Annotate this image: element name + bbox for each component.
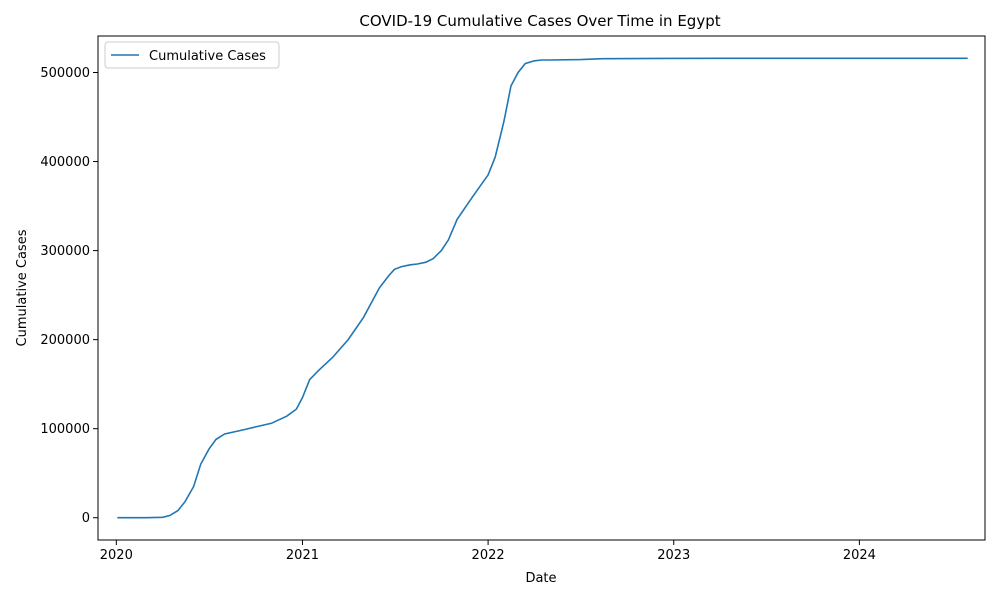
y-tick-label: 0 [82, 511, 90, 526]
legend-label: Cumulative Cases [149, 49, 266, 64]
y-tick-label: 200000 [40, 333, 90, 348]
chart-title: COVID-19 Cumulative Cases Over Time in E… [359, 12, 720, 30]
y-tick-label: 500000 [40, 66, 90, 81]
y-tick-label: 100000 [40, 422, 90, 437]
x-axis-label: Date [525, 571, 556, 586]
y-axis-label: Cumulative Cases [15, 229, 30, 346]
legend-box [104, 41, 280, 69]
x-tick-label: 2024 [843, 548, 876, 563]
y-tick-label: 400000 [40, 155, 90, 170]
x-tick-label: 2020 [100, 548, 133, 563]
x-tick-label: 2023 [657, 548, 690, 563]
legend: Cumulative Cases [104, 41, 280, 69]
y-tick-label: 300000 [40, 244, 90, 259]
plot-area [97, 35, 986, 541]
series-line-cumulative-cases [117, 57, 968, 519]
x-tick-label: 2021 [286, 548, 319, 563]
x-tick-label: 2022 [472, 548, 505, 563]
y-axis: 0 100000 200000 300000 400000 500000 [40, 66, 98, 526]
x-axis: 2020 2021 2022 2023 2024 [100, 540, 876, 563]
